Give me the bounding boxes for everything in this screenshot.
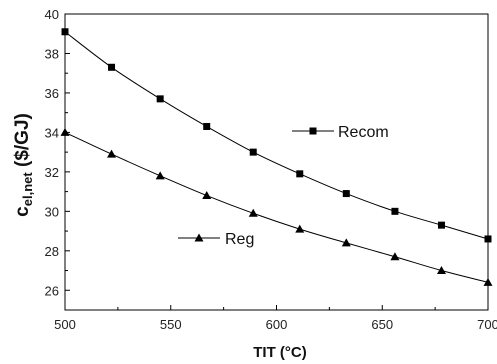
legend-entry-reg: Reg bbox=[178, 231, 254, 248]
point-recom-611 bbox=[296, 170, 304, 178]
y-tick-label-26: 26 bbox=[45, 283, 59, 298]
y-tick-label-28: 28 bbox=[45, 244, 59, 259]
point-recom-678 bbox=[437, 221, 445, 229]
y-axis-title: cel,net ($/GJ) bbox=[12, 113, 35, 217]
point-recom-567 bbox=[203, 122, 211, 130]
y-tick-label-36: 36 bbox=[45, 86, 59, 101]
point-recom-633 bbox=[342, 190, 350, 198]
point-recom-500 bbox=[61, 28, 69, 36]
series-line-recom bbox=[64, 31, 489, 240]
x-tick-label-550: 550 bbox=[160, 317, 182, 332]
point-recom-589 bbox=[249, 148, 257, 156]
plot-area: 500 550 600 650 700 26 28 30 32 34 36 38 40 bbox=[45, 7, 497, 332]
point-recom-656 bbox=[391, 207, 399, 215]
point-recom-700 bbox=[484, 235, 492, 243]
point-reg-567 bbox=[202, 191, 212, 200]
point-reg-611 bbox=[295, 224, 305, 233]
point-recom-545 bbox=[156, 95, 164, 103]
legend-entry-recom: Recom bbox=[292, 124, 389, 141]
legend-label-recom: Recom bbox=[338, 124, 389, 141]
point-reg-633 bbox=[341, 238, 351, 247]
legend: Recom Reg bbox=[178, 124, 389, 248]
x-tick-label-600: 600 bbox=[266, 317, 288, 332]
y-tick-label-30: 30 bbox=[45, 204, 59, 219]
y-axis-title-main: c bbox=[12, 206, 33, 217]
point-reg-545 bbox=[155, 171, 165, 180]
x-tick-label-650: 650 bbox=[371, 317, 393, 332]
point-reg-500 bbox=[60, 127, 70, 136]
series-line-reg bbox=[64, 131, 489, 283]
y-tick-label-38: 38 bbox=[45, 46, 59, 61]
y-tick-label-40: 40 bbox=[45, 7, 59, 22]
point-reg-656 bbox=[390, 252, 400, 261]
point-recom-522 bbox=[108, 63, 116, 71]
y-axis-title-unit: ($/GJ) bbox=[12, 113, 33, 172]
point-reg-678 bbox=[436, 266, 446, 275]
y-tick-label-32: 32 bbox=[45, 165, 59, 180]
legend-marker-recom bbox=[309, 127, 317, 135]
legend-label-reg: Reg bbox=[225, 231, 254, 248]
x-tick-label-500: 500 bbox=[54, 317, 76, 332]
x-tick-label-700: 700 bbox=[477, 317, 497, 332]
point-reg-700 bbox=[483, 277, 493, 286]
y-axis-title-sub: el,net bbox=[20, 172, 35, 207]
x-axis-title: TIT (°C) bbox=[253, 344, 306, 361]
point-reg-522 bbox=[107, 149, 117, 158]
y-tick-label-34: 34 bbox=[45, 125, 59, 140]
point-reg-589 bbox=[248, 208, 258, 217]
legend-marker-reg bbox=[194, 233, 204, 242]
